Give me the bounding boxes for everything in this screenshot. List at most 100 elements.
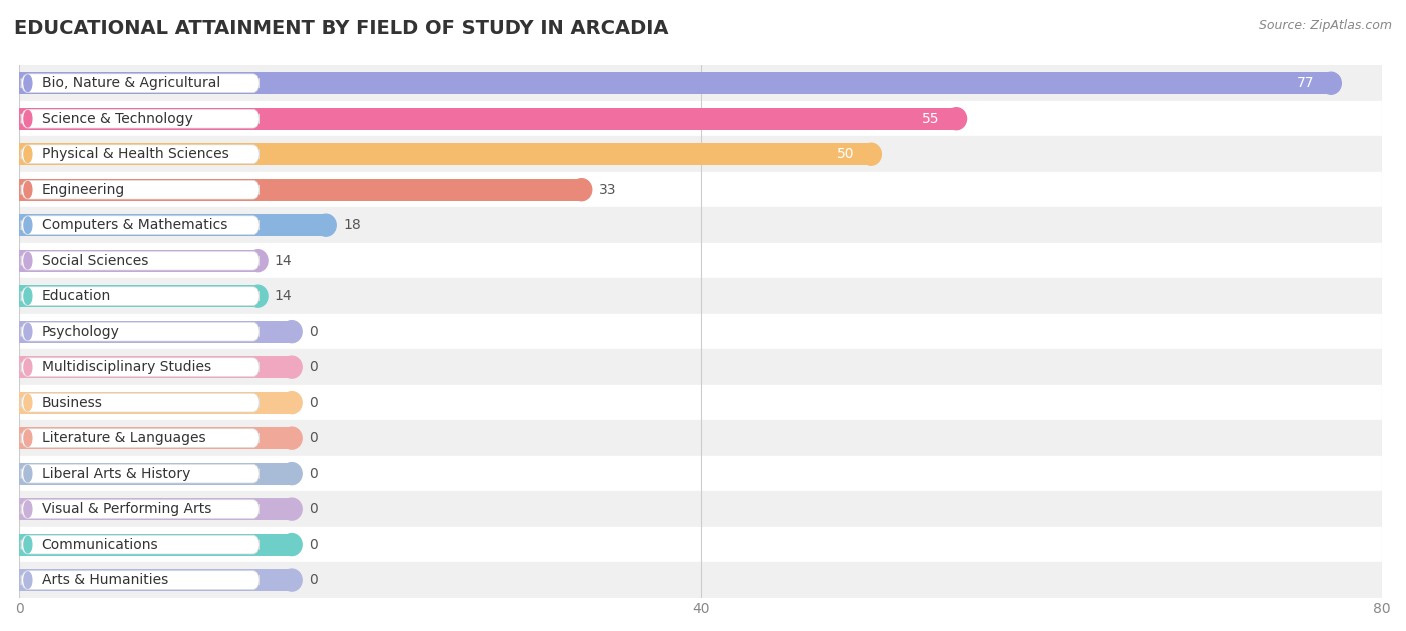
Text: Source: ZipAtlas.com: Source: ZipAtlas.com [1258, 19, 1392, 32]
FancyBboxPatch shape [21, 358, 260, 377]
Bar [20, 214, 326, 236]
Bar [20, 66, 1382, 101]
Circle shape [24, 182, 32, 198]
Bar [20, 101, 1382, 136]
Text: Social Sciences: Social Sciences [42, 254, 148, 268]
Bar [20, 569, 292, 591]
Circle shape [24, 75, 32, 91]
Bar [20, 356, 292, 378]
FancyBboxPatch shape [21, 145, 260, 163]
Circle shape [24, 466, 32, 482]
Text: Bio, Nature & Agricultural: Bio, Nature & Agricultural [42, 76, 219, 90]
Bar [20, 285, 257, 307]
Bar [20, 108, 956, 130]
Ellipse shape [946, 108, 966, 130]
Bar [20, 456, 1382, 492]
Circle shape [24, 430, 32, 446]
Circle shape [24, 252, 32, 269]
Text: Multidisciplinary Studies: Multidisciplinary Studies [42, 360, 211, 374]
FancyBboxPatch shape [21, 180, 260, 199]
Text: 0: 0 [309, 396, 318, 410]
Text: 33: 33 [599, 183, 616, 197]
Text: Business: Business [42, 396, 103, 410]
Circle shape [24, 501, 32, 517]
FancyBboxPatch shape [21, 393, 260, 412]
Text: Education: Education [42, 289, 111, 303]
Text: Psychology: Psychology [42, 325, 120, 339]
Bar [20, 385, 1382, 420]
Bar [20, 72, 1331, 94]
Text: Engineering: Engineering [42, 183, 125, 197]
Text: Communications: Communications [42, 538, 157, 551]
Bar [20, 179, 582, 201]
Ellipse shape [281, 356, 302, 378]
Text: 0: 0 [309, 573, 318, 587]
Bar [20, 427, 292, 449]
FancyBboxPatch shape [21, 322, 260, 341]
Bar [20, 527, 1382, 562]
Circle shape [24, 217, 32, 233]
Ellipse shape [316, 214, 336, 236]
Text: Physical & Health Sciences: Physical & Health Sciences [42, 147, 228, 161]
FancyBboxPatch shape [21, 570, 260, 589]
Circle shape [24, 572, 32, 588]
Ellipse shape [281, 321, 302, 343]
Bar [20, 534, 292, 556]
FancyBboxPatch shape [21, 74, 260, 93]
Circle shape [24, 288, 32, 304]
Ellipse shape [281, 427, 302, 449]
Ellipse shape [281, 569, 302, 591]
Text: 55: 55 [922, 112, 939, 126]
Bar [20, 278, 1382, 314]
Circle shape [24, 324, 32, 340]
Text: Computers & Mathematics: Computers & Mathematics [42, 218, 226, 232]
FancyBboxPatch shape [21, 109, 260, 128]
Bar [20, 498, 292, 520]
Ellipse shape [247, 250, 269, 272]
Text: EDUCATIONAL ATTAINMENT BY FIELD OF STUDY IN ARCADIA: EDUCATIONAL ATTAINMENT BY FIELD OF STUDY… [14, 19, 669, 38]
Bar [20, 463, 292, 485]
Text: 0: 0 [309, 502, 318, 516]
Ellipse shape [1320, 72, 1341, 94]
FancyBboxPatch shape [21, 464, 260, 483]
Bar [20, 392, 292, 414]
Ellipse shape [281, 498, 302, 520]
Ellipse shape [281, 463, 302, 485]
Bar [20, 420, 1382, 456]
FancyBboxPatch shape [21, 287, 260, 305]
FancyBboxPatch shape [21, 216, 260, 235]
Bar [20, 136, 1382, 172]
Bar [20, 143, 872, 165]
Text: 14: 14 [276, 289, 292, 303]
FancyBboxPatch shape [21, 500, 260, 519]
Ellipse shape [281, 392, 302, 414]
Bar [20, 172, 1382, 208]
Bar [20, 492, 1382, 527]
Text: 0: 0 [309, 431, 318, 445]
Circle shape [24, 110, 32, 127]
Bar [20, 562, 1382, 598]
Text: Science & Technology: Science & Technology [42, 112, 193, 126]
FancyBboxPatch shape [21, 429, 260, 447]
Circle shape [24, 146, 32, 162]
Ellipse shape [281, 534, 302, 556]
Bar [20, 250, 257, 272]
Ellipse shape [571, 179, 592, 201]
Text: 0: 0 [309, 360, 318, 374]
Text: 0: 0 [309, 466, 318, 481]
Bar [20, 314, 1382, 350]
Circle shape [24, 394, 32, 411]
Text: 0: 0 [309, 538, 318, 551]
Bar [20, 243, 1382, 278]
Bar [20, 350, 1382, 385]
Text: Visual & Performing Arts: Visual & Performing Arts [42, 502, 211, 516]
Text: Arts & Humanities: Arts & Humanities [42, 573, 167, 587]
Text: 0: 0 [309, 325, 318, 339]
FancyBboxPatch shape [21, 535, 260, 554]
Bar [20, 208, 1382, 243]
Text: Literature & Languages: Literature & Languages [42, 431, 205, 445]
Circle shape [24, 536, 32, 553]
Circle shape [24, 359, 32, 375]
Ellipse shape [860, 143, 882, 165]
FancyBboxPatch shape [21, 251, 260, 270]
